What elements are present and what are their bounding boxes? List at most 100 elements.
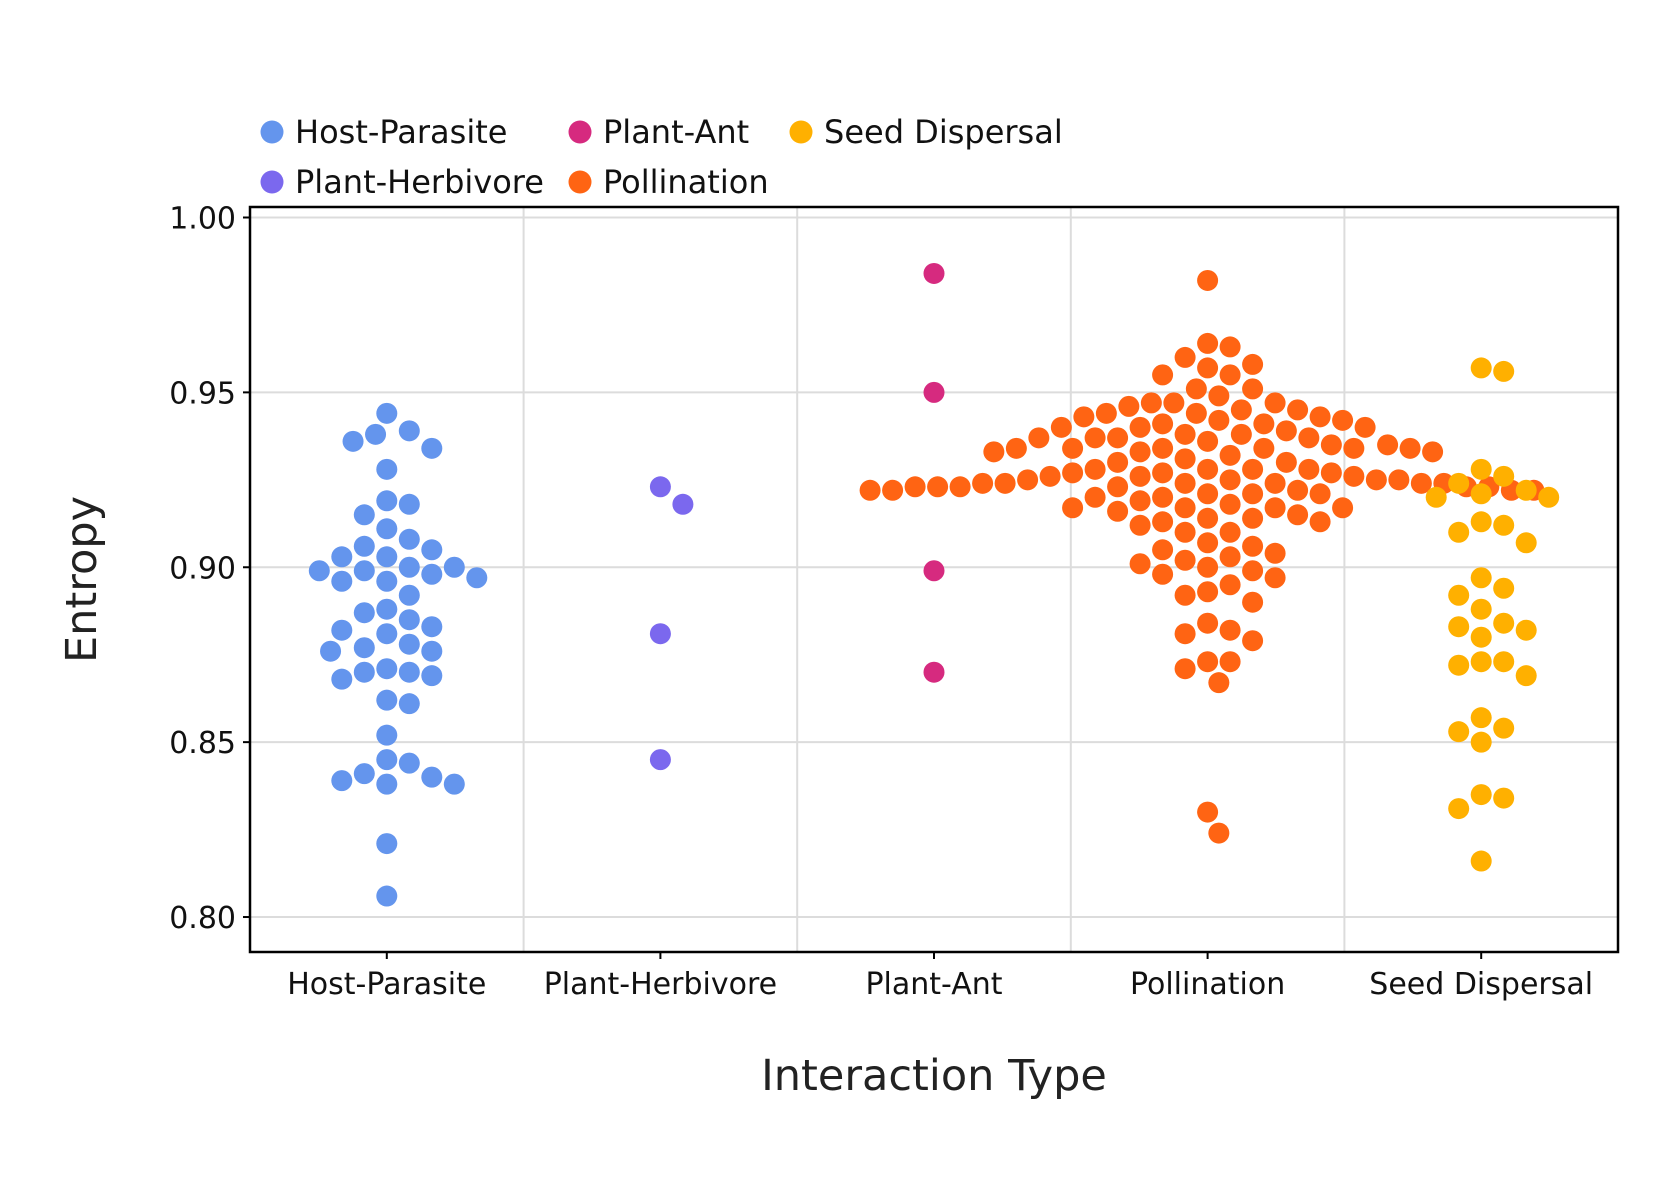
point-pollination [1298, 427, 1320, 449]
point-host-parasite [398, 633, 420, 655]
y-tick-label: 1.00 [169, 201, 236, 236]
point-pollination [1174, 549, 1196, 571]
point-seed-dispersal [1425, 486, 1447, 508]
point-pollination [1242, 353, 1264, 375]
legend-label: Plant-Ant [603, 113, 749, 151]
legend-label: Host-Parasite [295, 113, 507, 151]
point-seed-dispersal [1470, 731, 1492, 753]
point-host-parasite [376, 724, 398, 746]
point-plant-herbivore [649, 476, 671, 498]
point-pollination [1129, 514, 1151, 536]
point-host-parasite [376, 689, 398, 711]
y-tick-label: 0.90 [169, 551, 236, 586]
point-host-parasite [376, 885, 398, 907]
point-seed-dispersal [1493, 465, 1515, 487]
point-pollination [1107, 427, 1129, 449]
point-pollination [983, 441, 1005, 463]
point-pollination [1197, 332, 1219, 354]
point-pollination [1388, 469, 1410, 491]
point-plant-ant [923, 661, 945, 683]
point-pollination [1230, 423, 1252, 445]
y-tick-label: 0.95 [169, 376, 236, 411]
point-pollination [1174, 497, 1196, 519]
point-host-parasite [376, 598, 398, 620]
point-pollination [1050, 416, 1072, 438]
point-pollination [1309, 483, 1331, 505]
point-pollination [1062, 497, 1084, 519]
point-pollination [1062, 437, 1084, 459]
point-pollination [1140, 392, 1162, 414]
point-host-parasite [398, 420, 420, 442]
point-pollination [1422, 441, 1444, 463]
point-host-parasite [376, 546, 398, 568]
point-pollination [1219, 546, 1241, 568]
point-host-parasite [376, 749, 398, 771]
point-pollination [1309, 406, 1331, 428]
point-seed-dispersal [1448, 654, 1470, 676]
point-host-parasite [308, 560, 330, 582]
point-pollination [1174, 448, 1196, 470]
legend-marker [568, 170, 592, 194]
point-pollination [1264, 567, 1286, 589]
x-axis-ticks: Host-Parasite Plant-Herbivore Plant-Ant Pol… [287, 952, 1593, 1002]
point-host-parasite [398, 493, 420, 515]
point-host-parasite [353, 763, 375, 785]
point-plant-herbivore [672, 493, 694, 515]
x-tick-label-plant-ant: Plant-Ant [865, 967, 1002, 1002]
point-seed-dispersal [1448, 721, 1470, 743]
point-pollination [1129, 416, 1151, 438]
point-pollination [949, 476, 971, 498]
point-pollination [1152, 539, 1174, 561]
point-host-parasite [466, 567, 488, 589]
point-pollination [1174, 623, 1196, 645]
point-plant-ant [923, 381, 945, 403]
point-pollination [1197, 269, 1219, 291]
point-pollination [1309, 511, 1331, 533]
point-pollination [1197, 651, 1219, 673]
point-seed-dispersal [1470, 483, 1492, 505]
point-plant-ant [923, 560, 945, 582]
point-pollination [1185, 378, 1207, 400]
point-pollination [994, 472, 1016, 494]
point-host-parasite [398, 693, 420, 715]
point-seed-dispersal [1493, 514, 1515, 536]
point-seed-dispersal [1470, 784, 1492, 806]
point-host-parasite [398, 584, 420, 606]
point-host-parasite [376, 402, 398, 424]
point-host-parasite [376, 518, 398, 540]
point-seed-dispersal [1493, 717, 1515, 739]
point-seed-dispersal [1470, 626, 1492, 648]
point-seed-dispersal [1493, 577, 1515, 599]
point-pollination [1197, 581, 1219, 603]
point-pollination [927, 476, 949, 498]
point-pollination [1343, 437, 1365, 459]
point-pollination [1242, 630, 1264, 652]
x-tick-label-host-parasite: Host-Parasite [287, 967, 486, 1002]
point-pollination [1343, 465, 1365, 487]
point-host-parasite [353, 602, 375, 624]
point-pollination [1152, 563, 1174, 585]
point-pollination [1332, 497, 1354, 519]
point-pollination [1208, 822, 1230, 844]
point-pollination [1185, 402, 1207, 424]
point-pollination [1005, 437, 1027, 459]
point-seed-dispersal [1515, 619, 1537, 641]
point-host-parasite [376, 490, 398, 512]
point-host-parasite [421, 766, 443, 788]
point-pollination [1208, 409, 1230, 431]
point-pollination [1084, 458, 1106, 480]
point-host-parasite [353, 637, 375, 659]
point-pollination [972, 472, 994, 494]
point-pollination [1197, 556, 1219, 578]
point-host-parasite [331, 619, 353, 641]
point-pollination [1174, 423, 1196, 445]
point-pollination [1242, 535, 1264, 557]
point-pollination [1129, 490, 1151, 512]
legend-marker [789, 120, 813, 144]
point-host-parasite [421, 616, 443, 638]
point-pollination [1107, 500, 1129, 522]
legend-label: Pollination [603, 163, 769, 201]
legend: Host-Parasite Plant-Ant Seed Dispersal Plan… [260, 113, 1063, 201]
y-axis-ticks: 0.80 0.85 0.90 0.95 1.00 [169, 201, 250, 936]
